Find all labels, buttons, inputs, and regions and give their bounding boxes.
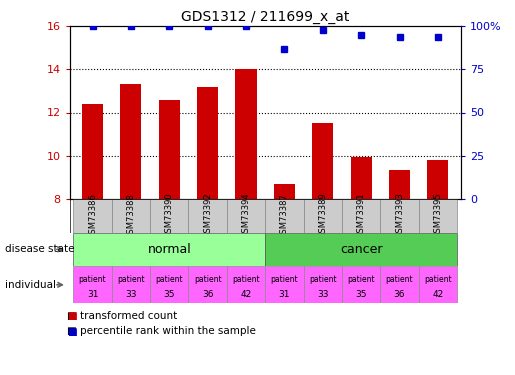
Bar xyxy=(381,199,419,232)
Bar xyxy=(381,266,419,303)
Text: patient: patient xyxy=(156,275,183,284)
Bar xyxy=(419,266,457,303)
Bar xyxy=(265,266,304,303)
Text: patient: patient xyxy=(386,275,414,284)
Text: cancer: cancer xyxy=(340,243,383,256)
Text: patient: patient xyxy=(117,275,145,284)
Bar xyxy=(312,123,333,199)
Bar xyxy=(235,69,256,199)
Text: patient: patient xyxy=(79,275,107,284)
Text: GSM73390: GSM73390 xyxy=(165,193,174,238)
Text: 36: 36 xyxy=(202,290,213,298)
Bar xyxy=(82,104,103,199)
Text: GSM73395: GSM73395 xyxy=(434,193,442,238)
Bar xyxy=(227,199,265,232)
Bar xyxy=(150,266,188,303)
Text: 33: 33 xyxy=(125,290,136,298)
Text: 35: 35 xyxy=(355,290,367,298)
Text: GSM73392: GSM73392 xyxy=(203,193,212,238)
Text: patient: patient xyxy=(232,275,260,284)
Text: ■: ■ xyxy=(67,312,77,321)
Bar xyxy=(419,199,457,232)
Text: 42: 42 xyxy=(241,290,252,298)
Text: patient: patient xyxy=(309,275,337,284)
Text: 35: 35 xyxy=(164,290,175,298)
Bar xyxy=(150,199,188,232)
Bar xyxy=(265,199,304,232)
Bar xyxy=(427,160,449,199)
Text: GSM73387: GSM73387 xyxy=(280,193,289,238)
Text: normal: normal xyxy=(147,243,191,256)
Bar xyxy=(351,157,372,199)
Bar xyxy=(112,199,150,232)
Text: individual: individual xyxy=(5,280,56,290)
Title: GDS1312 / 211699_x_at: GDS1312 / 211699_x_at xyxy=(181,10,349,24)
Bar xyxy=(304,199,342,232)
Text: 31: 31 xyxy=(87,290,98,298)
Bar xyxy=(188,266,227,303)
Text: patient: patient xyxy=(194,275,221,284)
Text: ■: ■ xyxy=(67,327,77,336)
Text: GSM73386: GSM73386 xyxy=(88,193,97,238)
Bar xyxy=(227,266,265,303)
Bar xyxy=(188,199,227,232)
Bar xyxy=(274,184,295,199)
Text: patient: patient xyxy=(424,275,452,284)
Bar xyxy=(112,266,150,303)
Text: disease state: disease state xyxy=(5,244,75,254)
Text: GSM73388: GSM73388 xyxy=(126,193,135,238)
Bar xyxy=(121,84,142,199)
Bar xyxy=(73,199,112,232)
Bar xyxy=(342,199,381,232)
Text: 31: 31 xyxy=(279,290,290,298)
Bar xyxy=(159,100,180,199)
Bar xyxy=(265,232,457,266)
Text: ■ percentile rank within the sample: ■ percentile rank within the sample xyxy=(67,327,256,336)
Text: 36: 36 xyxy=(394,290,405,298)
Text: GSM73394: GSM73394 xyxy=(242,193,250,238)
Bar xyxy=(389,170,410,199)
Bar xyxy=(342,266,381,303)
Bar xyxy=(304,266,342,303)
Text: GSM73391: GSM73391 xyxy=(357,193,366,238)
Text: 33: 33 xyxy=(317,290,329,298)
Text: GSM73393: GSM73393 xyxy=(395,193,404,238)
Bar xyxy=(73,266,112,303)
Text: ■ transformed count: ■ transformed count xyxy=(67,312,177,321)
Bar xyxy=(73,232,265,266)
Text: GSM73389: GSM73389 xyxy=(318,193,328,238)
Text: 42: 42 xyxy=(432,290,443,298)
Text: patient: patient xyxy=(347,275,375,284)
Bar xyxy=(197,87,218,199)
Text: patient: patient xyxy=(270,275,298,284)
